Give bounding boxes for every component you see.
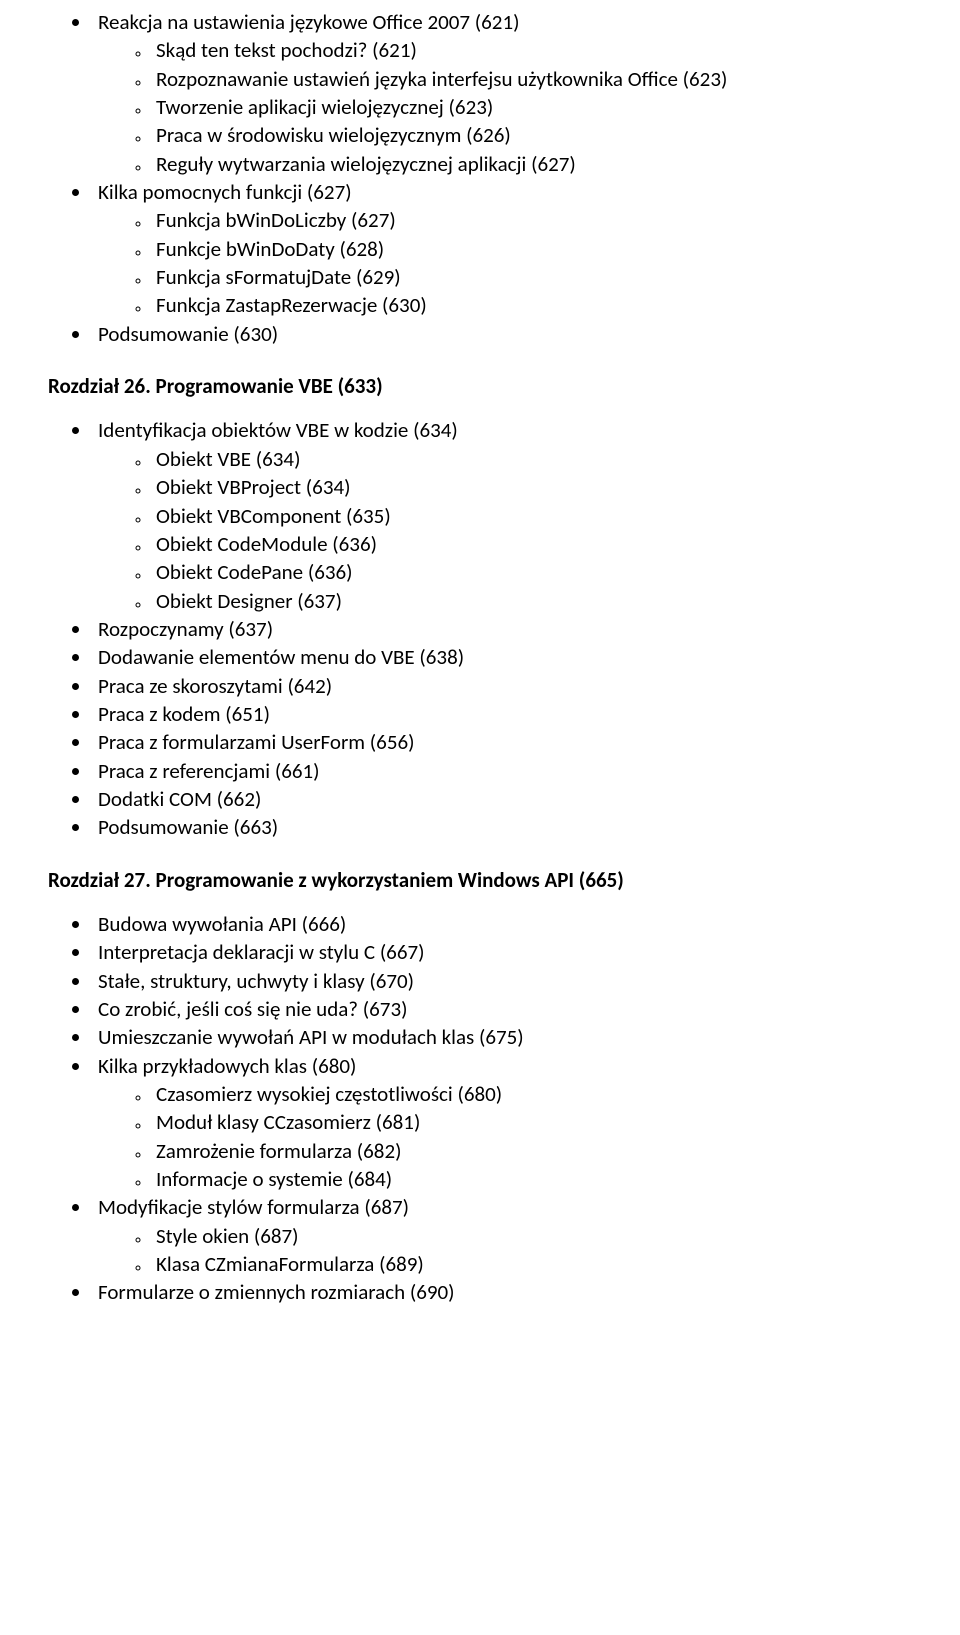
list-item: Praca w środowisku wielojęzycznym (626)	[150, 121, 960, 149]
item-text: Interpretacja deklaracji w stylu C (667)	[98, 939, 424, 965]
list-item: Kilka przykładowych klas (680) Czasomier…	[92, 1052, 960, 1194]
list-item: Stałe, struktury, uchwyty i klasy (670)	[92, 967, 960, 995]
item-text: Tworzenie aplikacji wielojęzycznej (623)	[156, 94, 493, 120]
sub-list: Obiekt VBE (634) Obiekt VBProject (634) …	[98, 445, 960, 615]
chapter-27-list: Budowa wywołania API (666) Interpretacja…	[0, 910, 960, 1307]
item-text: Klasa CZmianaFormularza (689)	[156, 1251, 424, 1277]
list-item: Obiekt VBProject (634)	[150, 473, 960, 501]
item-text: Obiekt CodeModule (636)	[156, 531, 377, 557]
list-item: Rozpoczynamy (637)	[92, 615, 960, 643]
chapter-26-heading: Rozdział 26. Programowanie VBE (633)	[48, 372, 960, 400]
list-item: Rozpoznawanie ustawień języka interfejsu…	[150, 65, 960, 93]
list-item: Skąd ten tekst pochodzi? (621)	[150, 36, 960, 64]
item-text: Modyfikacje stylów formularza (687)	[98, 1194, 409, 1220]
item-text: Kilka pomocnych funkcji (627)	[98, 179, 352, 205]
item-text: Moduł klasy CCzasomierz (681)	[156, 1109, 420, 1135]
list-item: Identyfikacja obiektów VBE w kodzie (634…	[92, 416, 960, 614]
list-item: Obiekt CodePane (636)	[150, 558, 960, 586]
item-text: Kilka przykładowych klas (680)	[98, 1053, 356, 1079]
list-item: Praca z kodem (651)	[92, 700, 960, 728]
item-text: Czasomierz wysokiej częstotliwości (680)	[156, 1081, 502, 1107]
list-item: Modyfikacje stylów formularza (687) Styl…	[92, 1193, 960, 1278]
item-text: Style okien (687)	[156, 1223, 299, 1249]
item-text: Umieszczanie wywołań API w modułach klas…	[98, 1024, 524, 1050]
item-text: Formularze o zmiennych rozmiarach (690)	[98, 1279, 455, 1305]
item-text: Zamrożenie formularza (682)	[156, 1138, 401, 1164]
list-item: Klasa CZmianaFormularza (689)	[150, 1250, 960, 1278]
sub-list: Funkcja bWinDoLiczby (627) Funkcje bWinD…	[98, 206, 960, 319]
list-item: Umieszczanie wywołań API w modułach klas…	[92, 1023, 960, 1051]
chapter-27-heading: Rozdział 27. Programowanie z wykorzystan…	[48, 866, 960, 894]
list-item: Obiekt CodeModule (636)	[150, 530, 960, 558]
item-text: Informacje o systemie (684)	[156, 1166, 392, 1192]
list-item: Dodawanie elementów menu do VBE (638)	[92, 643, 960, 671]
list-item: Praca ze skoroszytami (642)	[92, 672, 960, 700]
list-item: Tworzenie aplikacji wielojęzycznej (623)	[150, 93, 960, 121]
item-text: Obiekt Designer (637)	[156, 588, 342, 614]
sub-list: Skąd ten tekst pochodzi? (621) Rozpoznaw…	[98, 36, 960, 178]
item-text: Praca ze skoroszytami (642)	[98, 673, 332, 699]
item-text: Obiekt VBE (634)	[156, 446, 300, 472]
list-item: Funkcja sFormatujDate (629)	[150, 263, 960, 291]
list-item: Informacje o systemie (684)	[150, 1165, 960, 1193]
list-item: Praca z formularzami UserForm (656)	[92, 728, 960, 756]
list-item: Dodatki COM (662)	[92, 785, 960, 813]
list-item: Co zrobić, jeśli coś się nie uda? (673)	[92, 995, 960, 1023]
list-item: Zamrożenie formularza (682)	[150, 1137, 960, 1165]
item-text: Reguły wytwarzania wielojęzycznej aplika…	[156, 151, 576, 177]
list-item: Funkcja bWinDoLiczby (627)	[150, 206, 960, 234]
item-text: Co zrobić, jeśli coś się nie uda? (673)	[98, 996, 407, 1022]
list-item: Funkcja ZastapRezerwacje (630)	[150, 291, 960, 319]
item-text: Praca z formularzami UserForm (656)	[98, 729, 414, 755]
item-text: Podsumowanie (630)	[98, 321, 278, 347]
list-item: Formularze o zmiennych rozmiarach (690)	[92, 1278, 960, 1306]
sub-list: Style okien (687) Klasa CZmianaFormularz…	[98, 1222, 960, 1279]
item-text: Obiekt VBProject (634)	[156, 474, 350, 500]
item-text: Obiekt CodePane (636)	[156, 559, 353, 585]
list-item: Budowa wywołania API (666)	[92, 910, 960, 938]
item-text: Rozpoznawanie ustawień języka interfejsu…	[156, 66, 727, 92]
list-item: Funkcje bWinDoDaty (628)	[150, 235, 960, 263]
item-text: Rozpoczynamy (637)	[98, 616, 273, 642]
list-item: Kilka pomocnych funkcji (627) Funkcja bW…	[92, 178, 960, 320]
item-text: Funkcja ZastapRezerwacje (630)	[156, 292, 427, 318]
item-text: Funkcja bWinDoLiczby (627)	[156, 207, 396, 233]
item-text: Skąd ten tekst pochodzi? (621)	[156, 37, 417, 63]
list-item: Podsumowanie (630)	[92, 320, 960, 348]
chapter-26-list: Identyfikacja obiektów VBE w kodzie (634…	[0, 416, 960, 841]
item-text: Praca z referencjami (661)	[98, 758, 320, 784]
list-item: Obiekt VBE (634)	[150, 445, 960, 473]
item-text: Identyfikacja obiektów VBE w kodzie (634…	[98, 417, 458, 443]
item-text: Praca z kodem (651)	[98, 701, 270, 727]
list-item: Reguły wytwarzania wielojęzycznej aplika…	[150, 150, 960, 178]
item-text: Funkcja sFormatujDate (629)	[156, 264, 401, 290]
item-text: Praca w środowisku wielojęzycznym (626)	[156, 122, 511, 148]
item-text: Dodatki COM (662)	[98, 786, 261, 812]
list-item: Interpretacja deklaracji w stylu C (667)	[92, 938, 960, 966]
list-item: Czasomierz wysokiej częstotliwości (680)	[150, 1080, 960, 1108]
list-item: Obiekt VBComponent (635)	[150, 502, 960, 530]
list-item: Reakcja na ustawienia językowe Office 20…	[92, 8, 960, 178]
item-text: Stałe, struktury, uchwyty i klasy (670)	[98, 968, 414, 994]
list-item: Obiekt Designer (637)	[150, 587, 960, 615]
item-text: Budowa wywołania API (666)	[98, 911, 346, 937]
sub-list: Czasomierz wysokiej częstotliwości (680)…	[98, 1080, 960, 1193]
item-text: Podsumowanie (663)	[98, 814, 278, 840]
item-text: Reakcja na ustawienia językowe Office 20…	[98, 9, 519, 35]
list-item: Moduł klasy CCzasomierz (681)	[150, 1108, 960, 1136]
item-text: Funkcje bWinDoDaty (628)	[156, 236, 384, 262]
list-item: Podsumowanie (663)	[92, 813, 960, 841]
item-text: Dodawanie elementów menu do VBE (638)	[98, 644, 464, 670]
item-text: Obiekt VBComponent (635)	[156, 503, 391, 529]
pre-section-list: Reakcja na ustawienia językowe Office 20…	[0, 8, 960, 348]
list-item: Praca z referencjami (661)	[92, 757, 960, 785]
list-item: Style okien (687)	[150, 1222, 960, 1250]
